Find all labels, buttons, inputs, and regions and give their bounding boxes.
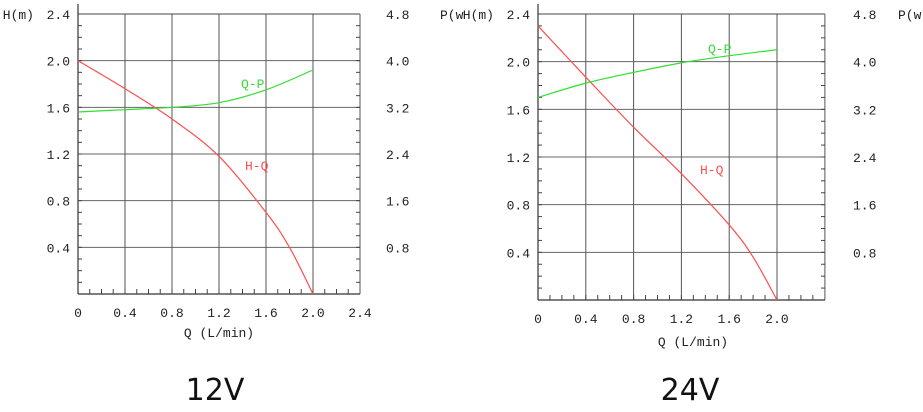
y2-tick-label: 3.2 — [853, 103, 876, 118]
series-Q-P — [77, 69, 314, 113]
series-label-H-Q: H-Q — [700, 163, 724, 178]
x-tick-label: 0 — [534, 312, 542, 327]
x-tick-label: 2.0 — [765, 312, 788, 327]
x-tick-label: 0.8 — [622, 312, 645, 327]
series-Q-P — [537, 49, 778, 98]
x-tick-label: 0.4 — [574, 312, 598, 327]
y-tick-label: 0.8 — [47, 195, 70, 210]
y-tick-label: 1.2 — [507, 151, 530, 166]
y-tick-label: 2.0 — [507, 56, 530, 71]
y-tick-label: 2.4 — [47, 8, 71, 23]
y2-axis-title: P(w) — [898, 8, 923, 23]
series-label-Q-P: Q-P — [708, 42, 732, 57]
x-tick-label: 0.8 — [160, 306, 183, 321]
x-tick-label: 2.4 — [348, 306, 372, 321]
chart-24V: 0.4 0.8 1.2 1.6 2.0 2.4 0.8 1.6 2.4 3.2 4.0 4.8 0 0.4… — [463, 4, 923, 408]
series-H-Q — [77, 60, 314, 295]
x-tick-label: 0 — [74, 306, 82, 321]
y-tick-label: 2.4 — [507, 8, 531, 23]
y-tick-label: 0.4 — [507, 246, 531, 261]
voltage-label: 12V — [186, 373, 245, 408]
x-tick-label: 1.6 — [717, 312, 740, 327]
series-label-Q-P: Q-P — [241, 77, 265, 92]
y2-tick-label: 3.2 — [386, 101, 409, 116]
x-tick-label: 2.0 — [301, 306, 324, 321]
y-tick-label: 2.0 — [47, 55, 70, 70]
y2-tick-label: 4.0 — [853, 56, 876, 71]
y2-tick-label: 1.6 — [853, 199, 876, 214]
y-tick-label: 1.2 — [47, 148, 70, 163]
y-axis-title: H(m) — [3, 8, 34, 23]
y2-axis-title: P(w — [440, 8, 464, 23]
x-tick-label: 1.2 — [670, 312, 693, 327]
x-tick-label: 0.4 — [113, 306, 137, 321]
voltage-label: 24V — [661, 373, 720, 408]
y-tick-label: 1.6 — [47, 101, 70, 116]
y2-tick-label: 2.4 — [386, 148, 410, 163]
chart-12V: 0.4 0.8 1.2 1.6 2.0 2.4 0.8 1.6 2.4 3.2 4.0 4.8 0 0.4… — [3, 4, 464, 408]
x-tick-label: 1.6 — [254, 306, 277, 321]
y2-tick-label: 4.8 — [386, 8, 409, 23]
series-label-H-Q: H-Q — [245, 159, 269, 174]
x-axis-title: Q (L/min) — [184, 326, 254, 341]
y2-tick-label: 1.6 — [386, 195, 409, 210]
y-axis-title: H(m) — [463, 8, 494, 23]
y2-tick-label: 2.4 — [853, 151, 877, 166]
y-tick-label: 1.6 — [507, 103, 530, 118]
y-tick-label: 0.4 — [47, 241, 71, 256]
x-axis-title: Q (L/min) — [658, 335, 728, 350]
y2-tick-label: 4.8 — [853, 8, 876, 23]
y2-tick-label: 0.8 — [386, 241, 409, 256]
y2-tick-label: 0.8 — [853, 246, 876, 261]
y2-tick-label: 4.0 — [386, 55, 409, 70]
y-tick-label: 0.8 — [507, 199, 530, 214]
x-tick-label: 1.2 — [207, 306, 230, 321]
